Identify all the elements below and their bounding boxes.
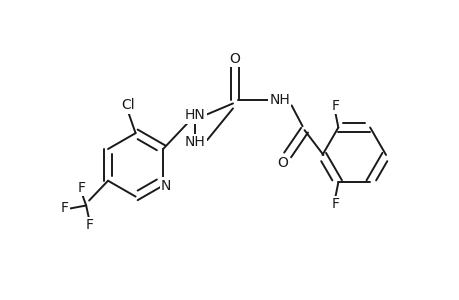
Text: F: F [330, 99, 339, 113]
Text: O: O [277, 156, 287, 170]
Text: Cl: Cl [121, 98, 134, 112]
Text: NH: NH [185, 135, 205, 149]
Text: F: F [330, 197, 339, 211]
Text: O: O [229, 52, 240, 66]
Text: F: F [85, 218, 93, 232]
Text: HN: HN [185, 108, 205, 122]
Text: NH: NH [269, 94, 290, 107]
Text: F: F [60, 202, 68, 215]
Text: N: N [161, 179, 171, 193]
Text: F: F [77, 181, 85, 195]
